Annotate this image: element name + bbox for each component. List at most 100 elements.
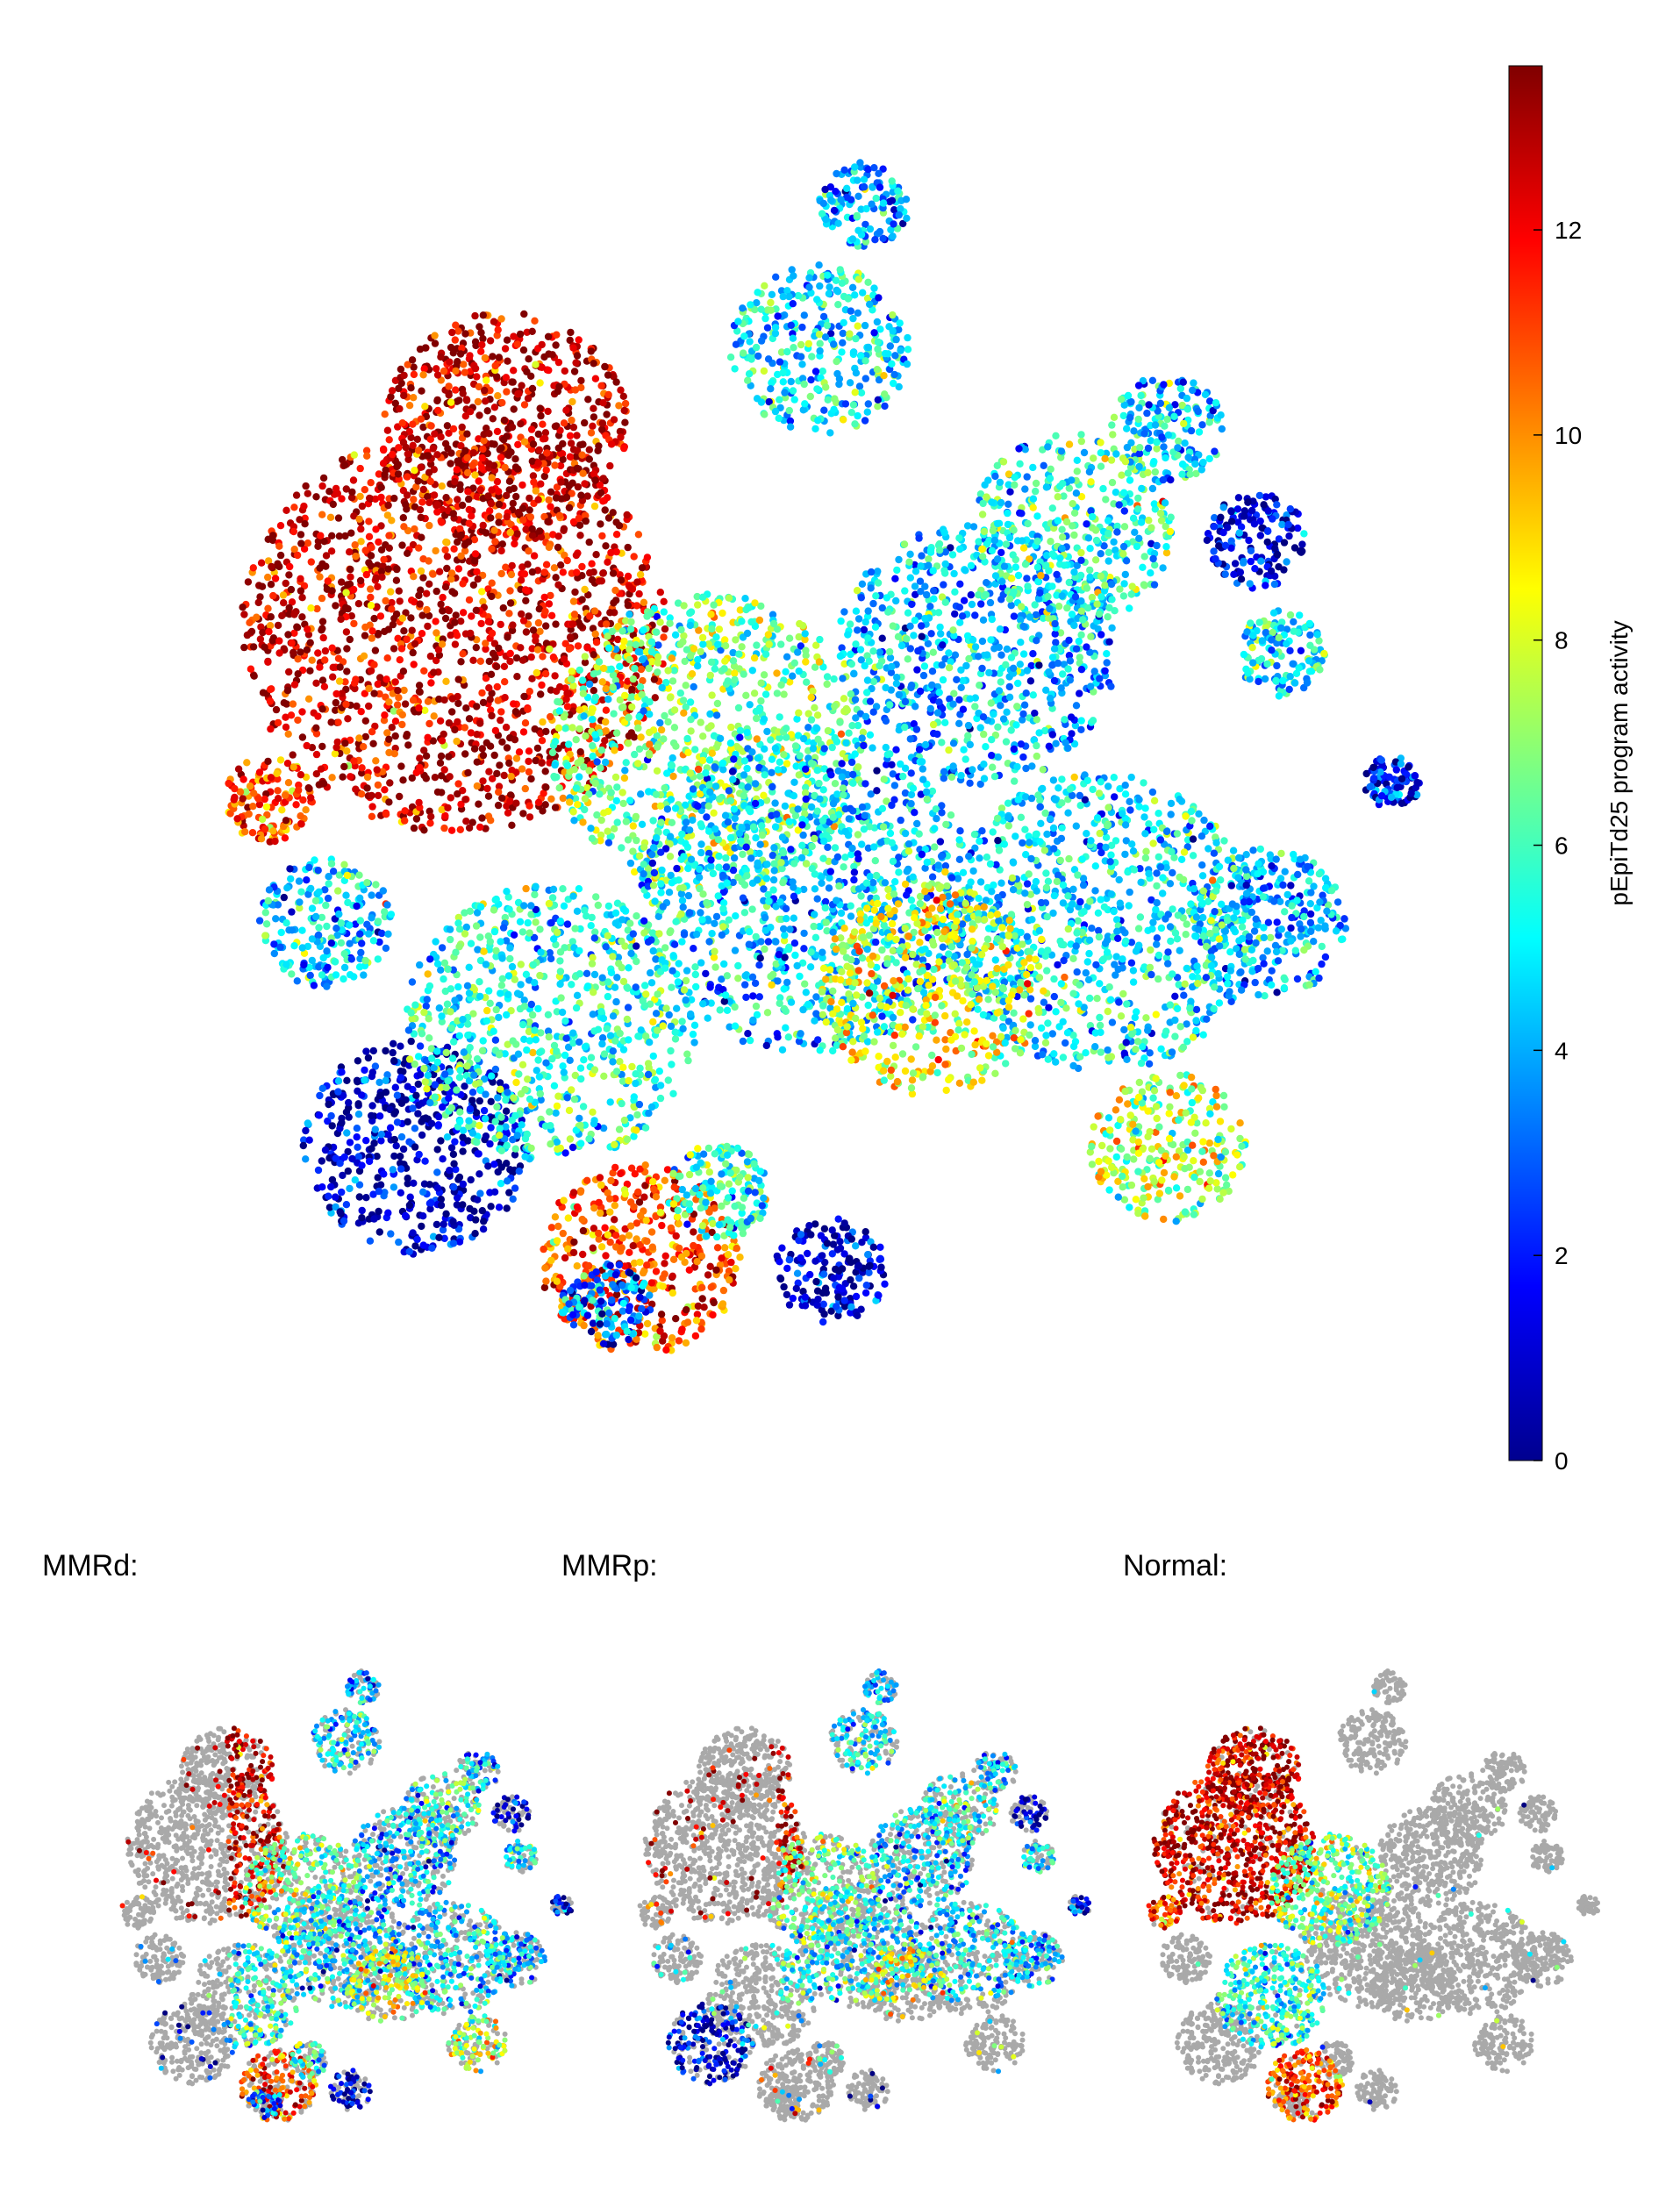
cell-point — [506, 944, 514, 952]
cell-point — [321, 656, 329, 664]
cell-point — [676, 1244, 683, 1253]
cell-point — [447, 794, 454, 802]
cell-point — [632, 983, 640, 991]
cell-point — [625, 1232, 633, 1239]
cell-point — [271, 837, 279, 846]
cell-point — [446, 358, 454, 366]
cell-point — [331, 958, 340, 966]
cell-point — [493, 682, 501, 691]
cell-point — [707, 658, 716, 666]
cell-point — [448, 708, 456, 716]
cell-point — [525, 688, 533, 696]
cell-point — [447, 985, 455, 993]
cell-point — [377, 546, 386, 554]
cell-point — [646, 1039, 654, 1046]
cell-point — [355, 734, 363, 742]
cell-point — [573, 1203, 582, 1211]
cell-point — [407, 433, 415, 441]
cell-point — [667, 796, 676, 804]
cell-point — [418, 533, 425, 541]
cell-point — [658, 866, 666, 875]
cell-point — [566, 453, 575, 461]
cell-point — [858, 734, 866, 742]
cell-point — [606, 1239, 614, 1247]
cell-point — [477, 347, 485, 355]
cell-point — [304, 695, 313, 703]
cell-point — [361, 732, 369, 741]
cell-point — [243, 631, 252, 639]
cell-point — [459, 389, 467, 397]
cell-point — [439, 607, 447, 615]
cell-point — [547, 1224, 556, 1232]
cell-point — [455, 396, 463, 404]
cell-point — [604, 558, 611, 566]
cell-point — [512, 799, 520, 807]
cell-point — [582, 517, 590, 525]
cell-point — [258, 815, 267, 824]
cell-point — [409, 648, 417, 657]
cell-point — [414, 477, 422, 485]
cell-point — [422, 775, 430, 782]
cell-point — [732, 1265, 740, 1273]
cell-point — [550, 1082, 559, 1090]
cell-point — [493, 769, 501, 778]
cell-point — [666, 694, 675, 702]
cell-point — [648, 1243, 656, 1251]
cell-point — [531, 1026, 539, 1034]
cell-point — [418, 387, 425, 395]
cell-point — [396, 404, 404, 413]
cell-point — [450, 589, 459, 597]
cell-point — [397, 1042, 404, 1050]
cell-point — [414, 1080, 422, 1089]
cell-point — [626, 611, 633, 618]
cell-point — [454, 699, 462, 708]
cell-point — [618, 937, 626, 946]
cell-point — [581, 1043, 590, 1051]
cell-point — [563, 1094, 571, 1102]
cell-point — [456, 1067, 464, 1075]
cell-point — [591, 779, 599, 788]
cell-point — [508, 561, 516, 570]
cell-point — [607, 665, 615, 673]
cell-point — [491, 538, 499, 546]
cell-point — [434, 1121, 442, 1129]
cell-point — [520, 401, 529, 409]
cell-point — [615, 960, 623, 968]
cell-point — [403, 635, 411, 644]
cell-point — [528, 384, 537, 393]
cell-point — [585, 455, 593, 463]
cell-point — [334, 514, 343, 522]
cell-point — [710, 809, 718, 817]
cell-point — [353, 902, 361, 911]
cell-point — [246, 618, 254, 626]
cell-point — [368, 812, 376, 820]
cell-point — [647, 1228, 656, 1236]
cell-point — [476, 933, 484, 941]
cell-point — [433, 788, 442, 796]
cell-point — [708, 749, 716, 757]
cell-point — [653, 1343, 661, 1352]
cell-point — [605, 1195, 614, 1203]
cell-point — [413, 1235, 421, 1244]
cell-point — [382, 944, 390, 953]
cell-point — [613, 974, 621, 982]
cell-point — [511, 1184, 519, 1192]
cell-point — [559, 568, 567, 576]
cell-point — [393, 701, 402, 709]
cell-point — [485, 657, 493, 666]
cell-point — [404, 1118, 411, 1126]
cell-point — [494, 325, 502, 334]
cell-point — [290, 942, 298, 950]
cell-point — [506, 599, 515, 607]
cell-point — [590, 470, 598, 478]
cell-point — [459, 1133, 467, 1141]
cell-point — [299, 796, 307, 804]
cell-point — [511, 975, 518, 983]
cell-point — [571, 386, 580, 394]
cell-point — [367, 585, 375, 593]
cell-point — [565, 740, 573, 748]
cell-point — [811, 704, 819, 711]
cell-point — [632, 1079, 640, 1088]
cell-point — [367, 602, 375, 610]
cell-point — [698, 593, 707, 601]
